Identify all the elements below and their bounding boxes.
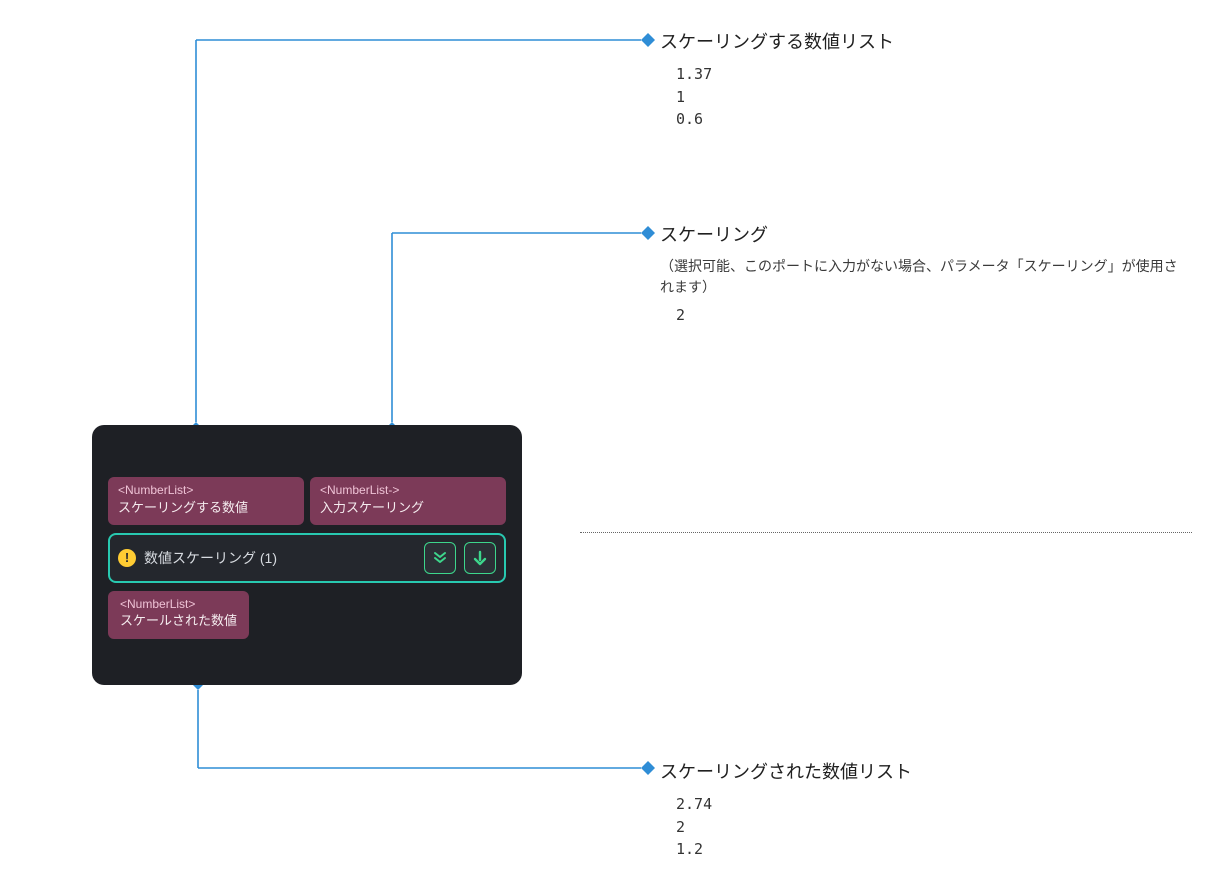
input-port-1-label: スケーリングする数値 bbox=[118, 499, 294, 517]
section-divider bbox=[580, 532, 1192, 533]
node-title: 数値スケーリング (1) bbox=[144, 548, 416, 568]
node-card[interactable]: <NumberList> スケーリングする数値 <NumberList-> 入力… bbox=[92, 425, 522, 685]
callout-output-list: スケーリングされた数値リスト 2.74 2 1.2 bbox=[660, 760, 1180, 861]
node-title-row: ! 数値スケーリング (1) bbox=[108, 533, 506, 583]
warning-icon-glyph: ! bbox=[125, 550, 129, 565]
callout-scaling-sub: （選択可能、このポートに入力がない場合、パラメータ「スケーリング」が使用されます… bbox=[660, 256, 1180, 298]
arrow-down-bold-icon bbox=[472, 550, 488, 566]
output-port[interactable]: <NumberList> スケールされた数値 bbox=[108, 591, 249, 639]
expand-down-button[interactable] bbox=[424, 542, 456, 574]
input-port-2-type: <NumberList-> bbox=[320, 483, 496, 499]
callout-output-list-values: 2.74 2 1.2 bbox=[676, 793, 1180, 861]
input-port-row: <NumberList> スケーリングする数値 <NumberList-> 入力… bbox=[108, 477, 506, 525]
callout-input-list-values: 1.37 1 0.6 bbox=[676, 63, 1180, 131]
callout-scaling-values: 2 bbox=[676, 304, 1180, 327]
input-port-2-label: 入力スケーリング bbox=[320, 499, 496, 517]
callout-input-list-title: スケーリングする数値リスト bbox=[660, 30, 1180, 55]
input-port-1-type: <NumberList> bbox=[118, 483, 294, 499]
callout-input-list: スケーリングする数値リスト 1.37 1 0.6 bbox=[660, 30, 1180, 131]
output-port-label: スケールされた数値 bbox=[120, 612, 237, 630]
callout-scaling: スケーリング （選択可能、このポートに入力がない場合、パラメータ「スケーリング」… bbox=[660, 223, 1180, 327]
input-port-2[interactable]: <NumberList-> 入力スケーリング bbox=[310, 477, 506, 525]
input-port-1[interactable]: <NumberList> スケーリングする数値 bbox=[108, 477, 304, 525]
warning-icon: ! bbox=[118, 549, 136, 567]
callout-scaling-title: スケーリング bbox=[660, 223, 1180, 248]
run-button[interactable] bbox=[464, 542, 496, 574]
callout-output-list-title: スケーリングされた数値リスト bbox=[660, 760, 1180, 785]
double-chevron-down-icon bbox=[432, 550, 448, 566]
output-port-type: <NumberList> bbox=[120, 597, 237, 613]
